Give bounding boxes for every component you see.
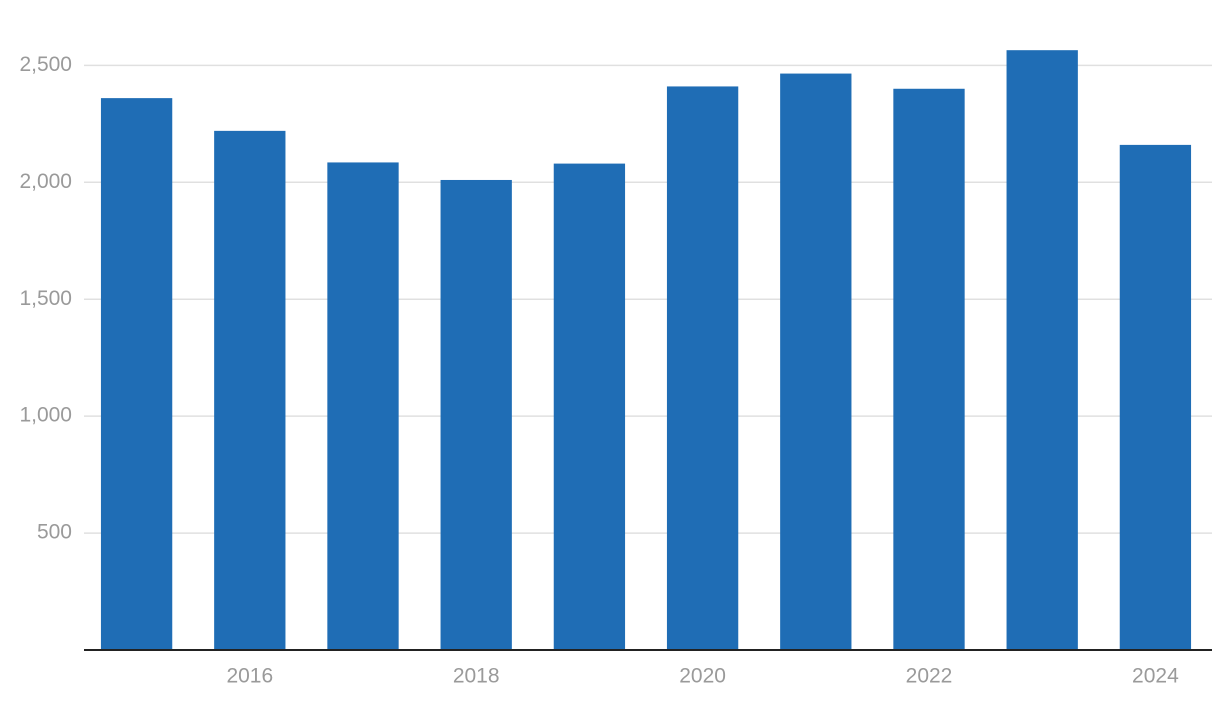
bar	[1119, 144, 1192, 650]
x-tick-label: 2016	[226, 665, 273, 688]
bar	[440, 179, 512, 650]
y-tick-label: 1,000	[19, 404, 72, 427]
bar	[100, 98, 173, 651]
y-tick-label: 2,000	[19, 170, 72, 193]
y-tick-label: 500	[37, 521, 72, 544]
y-tick-label: 1,500	[19, 287, 72, 310]
x-tick-label: 2018	[453, 665, 500, 688]
bar	[666, 86, 739, 650]
y-tick-label: 2,500	[19, 53, 72, 76]
bar	[327, 162, 399, 650]
bar	[553, 163, 626, 650]
x-tick-label: 2022	[906, 665, 953, 688]
bar	[893, 88, 965, 651]
x-tick-label: 2020	[679, 665, 726, 688]
x-tick-label: 2024	[1132, 665, 1179, 688]
bar	[1006, 50, 1078, 650]
bar	[780, 73, 852, 651]
bar	[214, 130, 286, 650]
